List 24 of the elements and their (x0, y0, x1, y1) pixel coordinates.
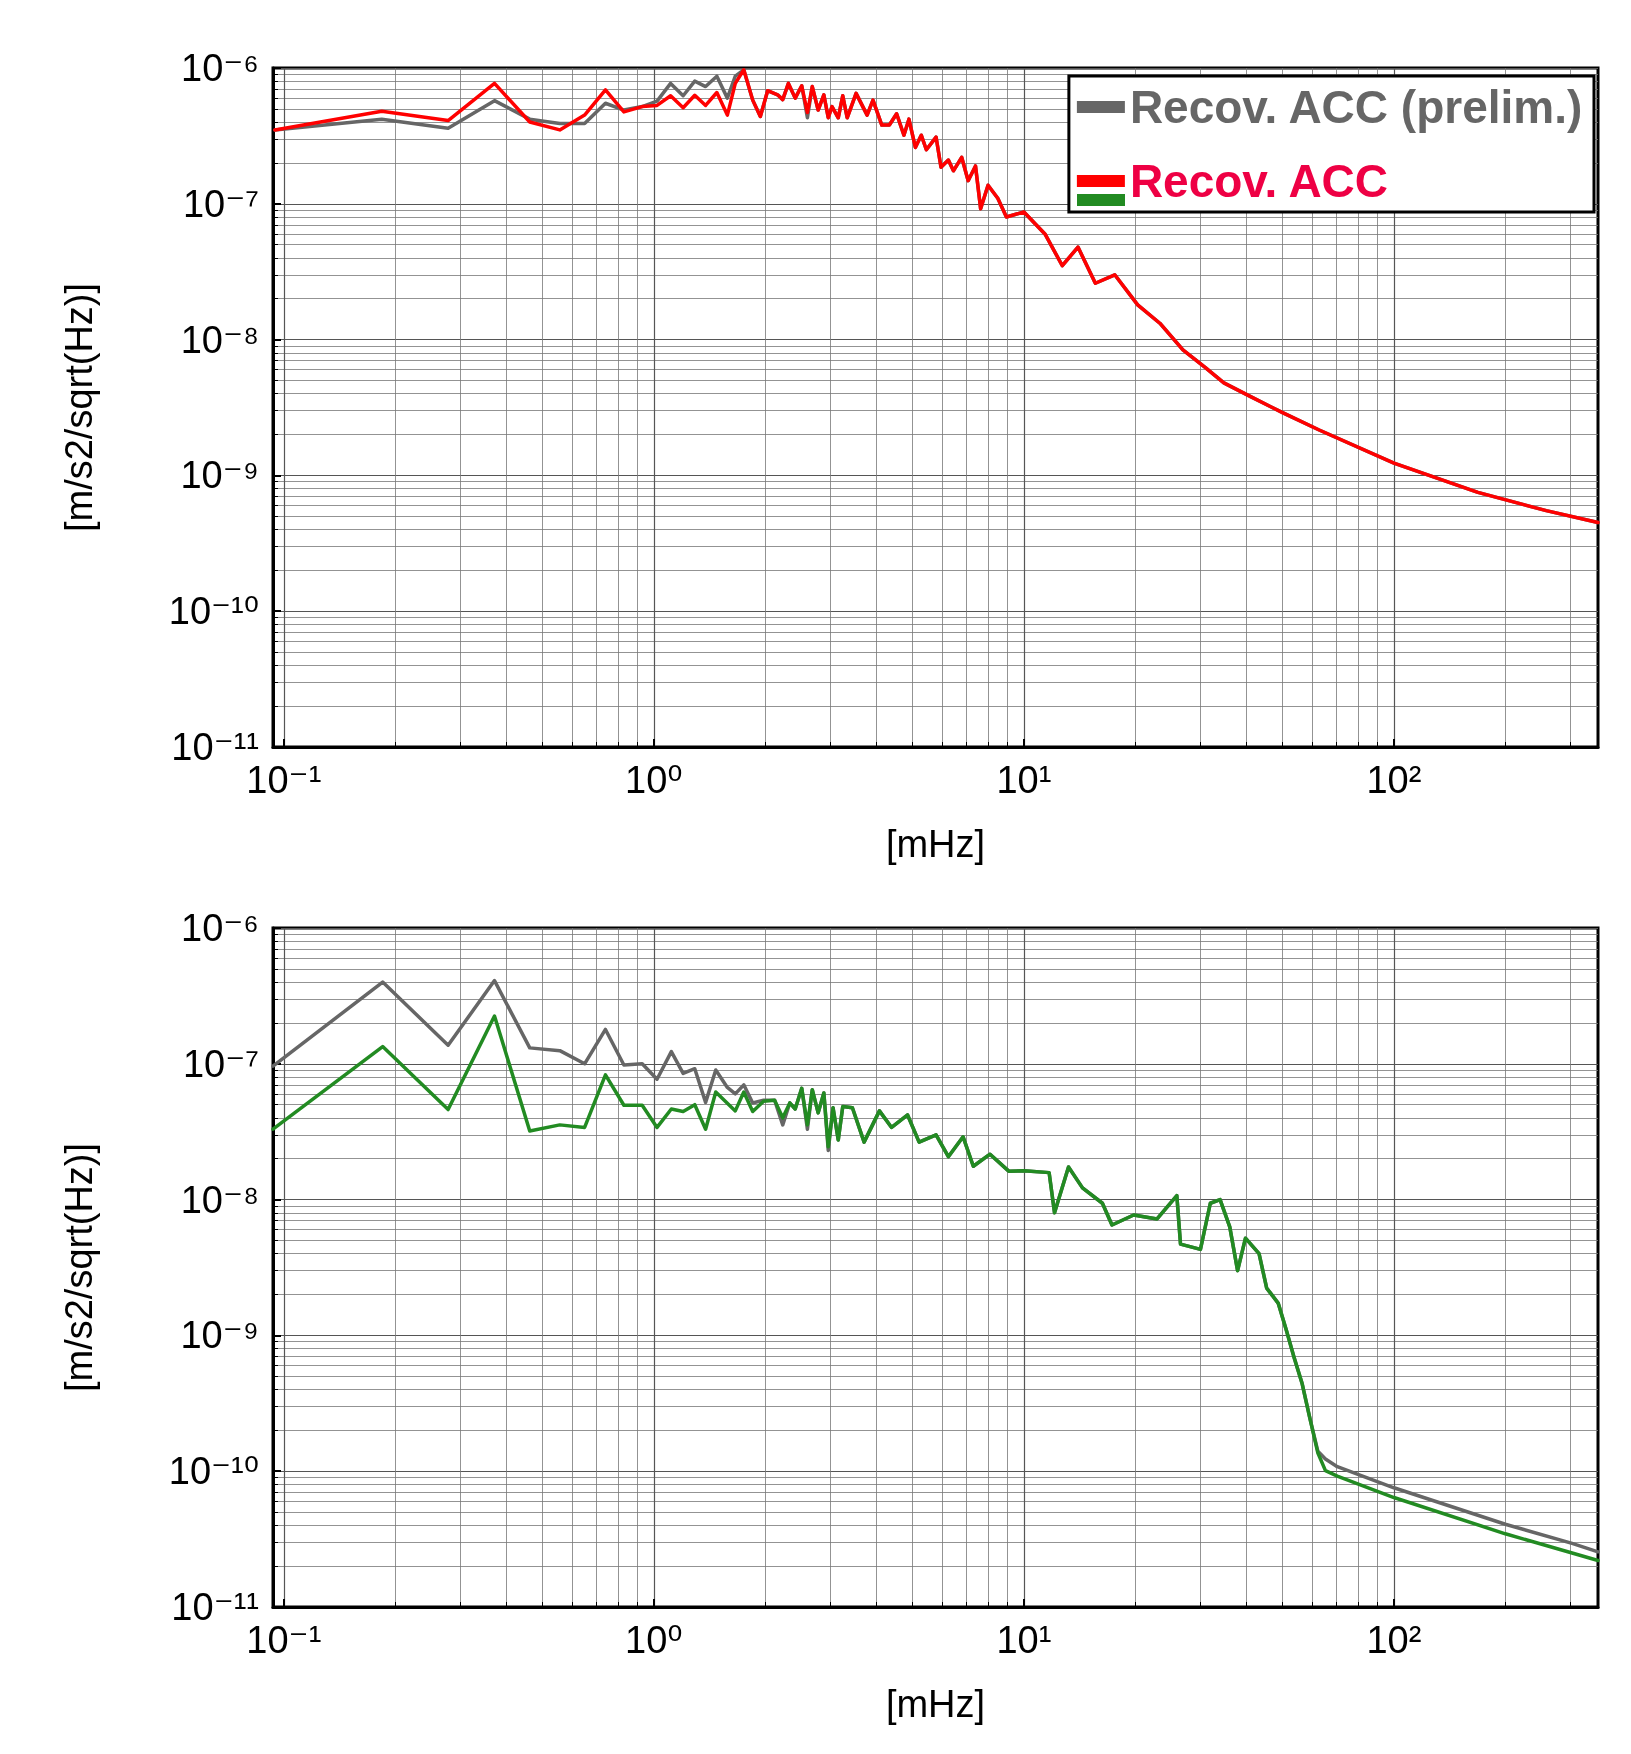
x-tick-label: 10⁰ (625, 759, 683, 801)
y-tick-label: 10⁻⁹ (180, 1314, 259, 1357)
series-label: Recov. ACC (1129, 155, 1389, 207)
legend-label: Recov. ACC (prelim.) (1129, 81, 1583, 133)
y-tick-label: 10⁻⁶ (181, 907, 259, 949)
y-tick-label: 10⁻⁶ (181, 47, 259, 89)
y-tick-label: 10⁻¹⁰ (168, 1450, 259, 1493)
x-tick-label: 10¹ (996, 1619, 1052, 1661)
y-tick-label: 10⁻⁷ (182, 182, 259, 225)
x-tick-label: 10⁰ (625, 1619, 683, 1661)
y-tick-label: 10⁻⁸ (180, 1178, 259, 1221)
x-tick-label: 10² (1366, 1619, 1422, 1661)
y-axis-title: [m/s2/sqrt(Hz)] (58, 282, 100, 533)
x-axis-title: [mHz] (885, 823, 986, 865)
x-tick-label: 10⁻¹ (246, 1619, 322, 1661)
x-tick-label: 10² (1366, 759, 1422, 801)
y-tick-label: 10⁻⁸ (180, 318, 259, 361)
x-axis-title: [mHz] (885, 1683, 986, 1725)
y-axis-title: [m/s2/sqrt(Hz)] (58, 1142, 100, 1393)
x-tick-label: 10⁻¹ (246, 759, 322, 801)
y-tick-label: 10⁻¹⁰ (168, 590, 259, 633)
x-tick-label: 10¹ (996, 759, 1052, 801)
y-tick-label: 10⁻⁹ (180, 454, 259, 497)
y-tick-label: 10⁻⁷ (182, 1042, 259, 1085)
